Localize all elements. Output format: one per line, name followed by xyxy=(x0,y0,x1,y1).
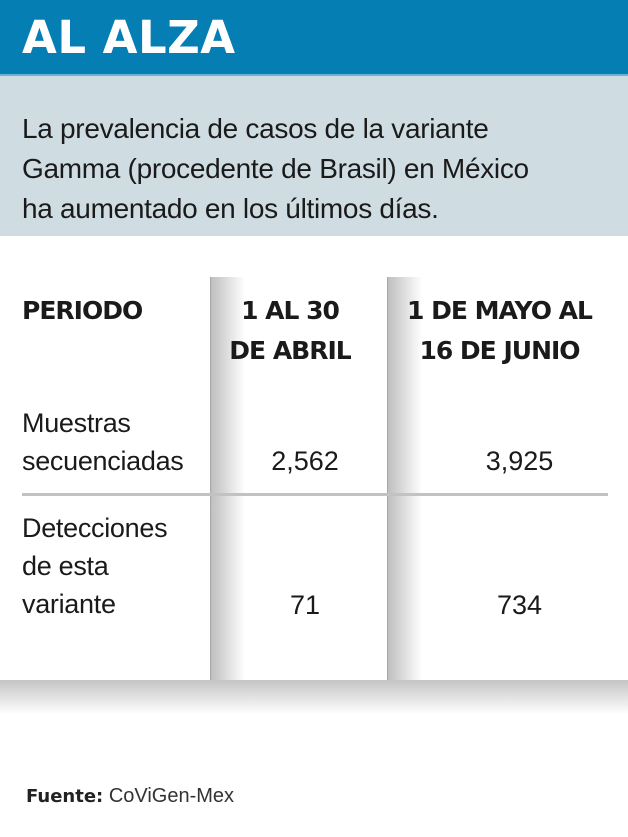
header-line: 1 AL 30 xyxy=(241,296,340,325)
column-header-mayo-junio: 1 DE MAYO AL 16 DE JUNIO xyxy=(392,291,607,371)
row-label-muestras: Muestras secuenciadas xyxy=(22,404,184,480)
header-line: DE ABRIL xyxy=(229,336,351,365)
label-line: de esta xyxy=(22,551,109,581)
label-line: Detecciones xyxy=(22,513,168,543)
intro-line: ha aumentado en los últimos días. xyxy=(22,193,439,224)
cell-detecciones-abril: 71 xyxy=(289,590,321,620)
label-line: variante xyxy=(22,589,116,619)
header-line: 16 DE JUNIO xyxy=(419,336,580,365)
data-table: PERIODO 1 AL 30 DE ABRIL 1 DE MAYO AL 16… xyxy=(0,236,628,680)
row-label-detecciones: Detecciones de esta variante xyxy=(22,509,168,623)
column-header-abril: 1 AL 30 DE ABRIL xyxy=(215,291,365,371)
header-banner: AL ALZA xyxy=(0,0,628,74)
cell-detecciones-mayo-junio: 734 xyxy=(496,590,543,620)
cell-muestras-mayo-junio: 3,925 xyxy=(485,446,554,476)
column-divider xyxy=(387,277,388,680)
label-line: Muestras xyxy=(22,408,131,438)
headline: AL ALZA xyxy=(22,11,236,64)
column-divider xyxy=(210,277,211,680)
header-line: PERIODO xyxy=(22,296,143,325)
intro-text: La prevalencia de casos de la variante G… xyxy=(22,109,622,229)
cell-muestras-abril: 2,562 xyxy=(271,446,339,476)
column-shadow xyxy=(387,277,422,680)
label-line: secuenciadas xyxy=(22,446,184,476)
table-bottom-shadow xyxy=(0,680,628,714)
intro-line: Gamma (procedente de Brasil) en México xyxy=(22,153,529,184)
row-divider xyxy=(22,493,608,496)
intro-line: La prevalencia de casos de la variante xyxy=(22,113,489,144)
header-line: 1 DE MAYO AL xyxy=(407,296,593,325)
source-credit: Fuente: CoViGen-Mex xyxy=(26,783,234,810)
column-shadow xyxy=(210,277,245,680)
source-label: Fuente: xyxy=(26,786,104,807)
intro-box: La prevalencia de casos de la variante G… xyxy=(0,74,628,236)
source-value: CoViGen-Mex xyxy=(108,785,235,807)
column-header-periodo: PERIODO xyxy=(22,291,143,331)
